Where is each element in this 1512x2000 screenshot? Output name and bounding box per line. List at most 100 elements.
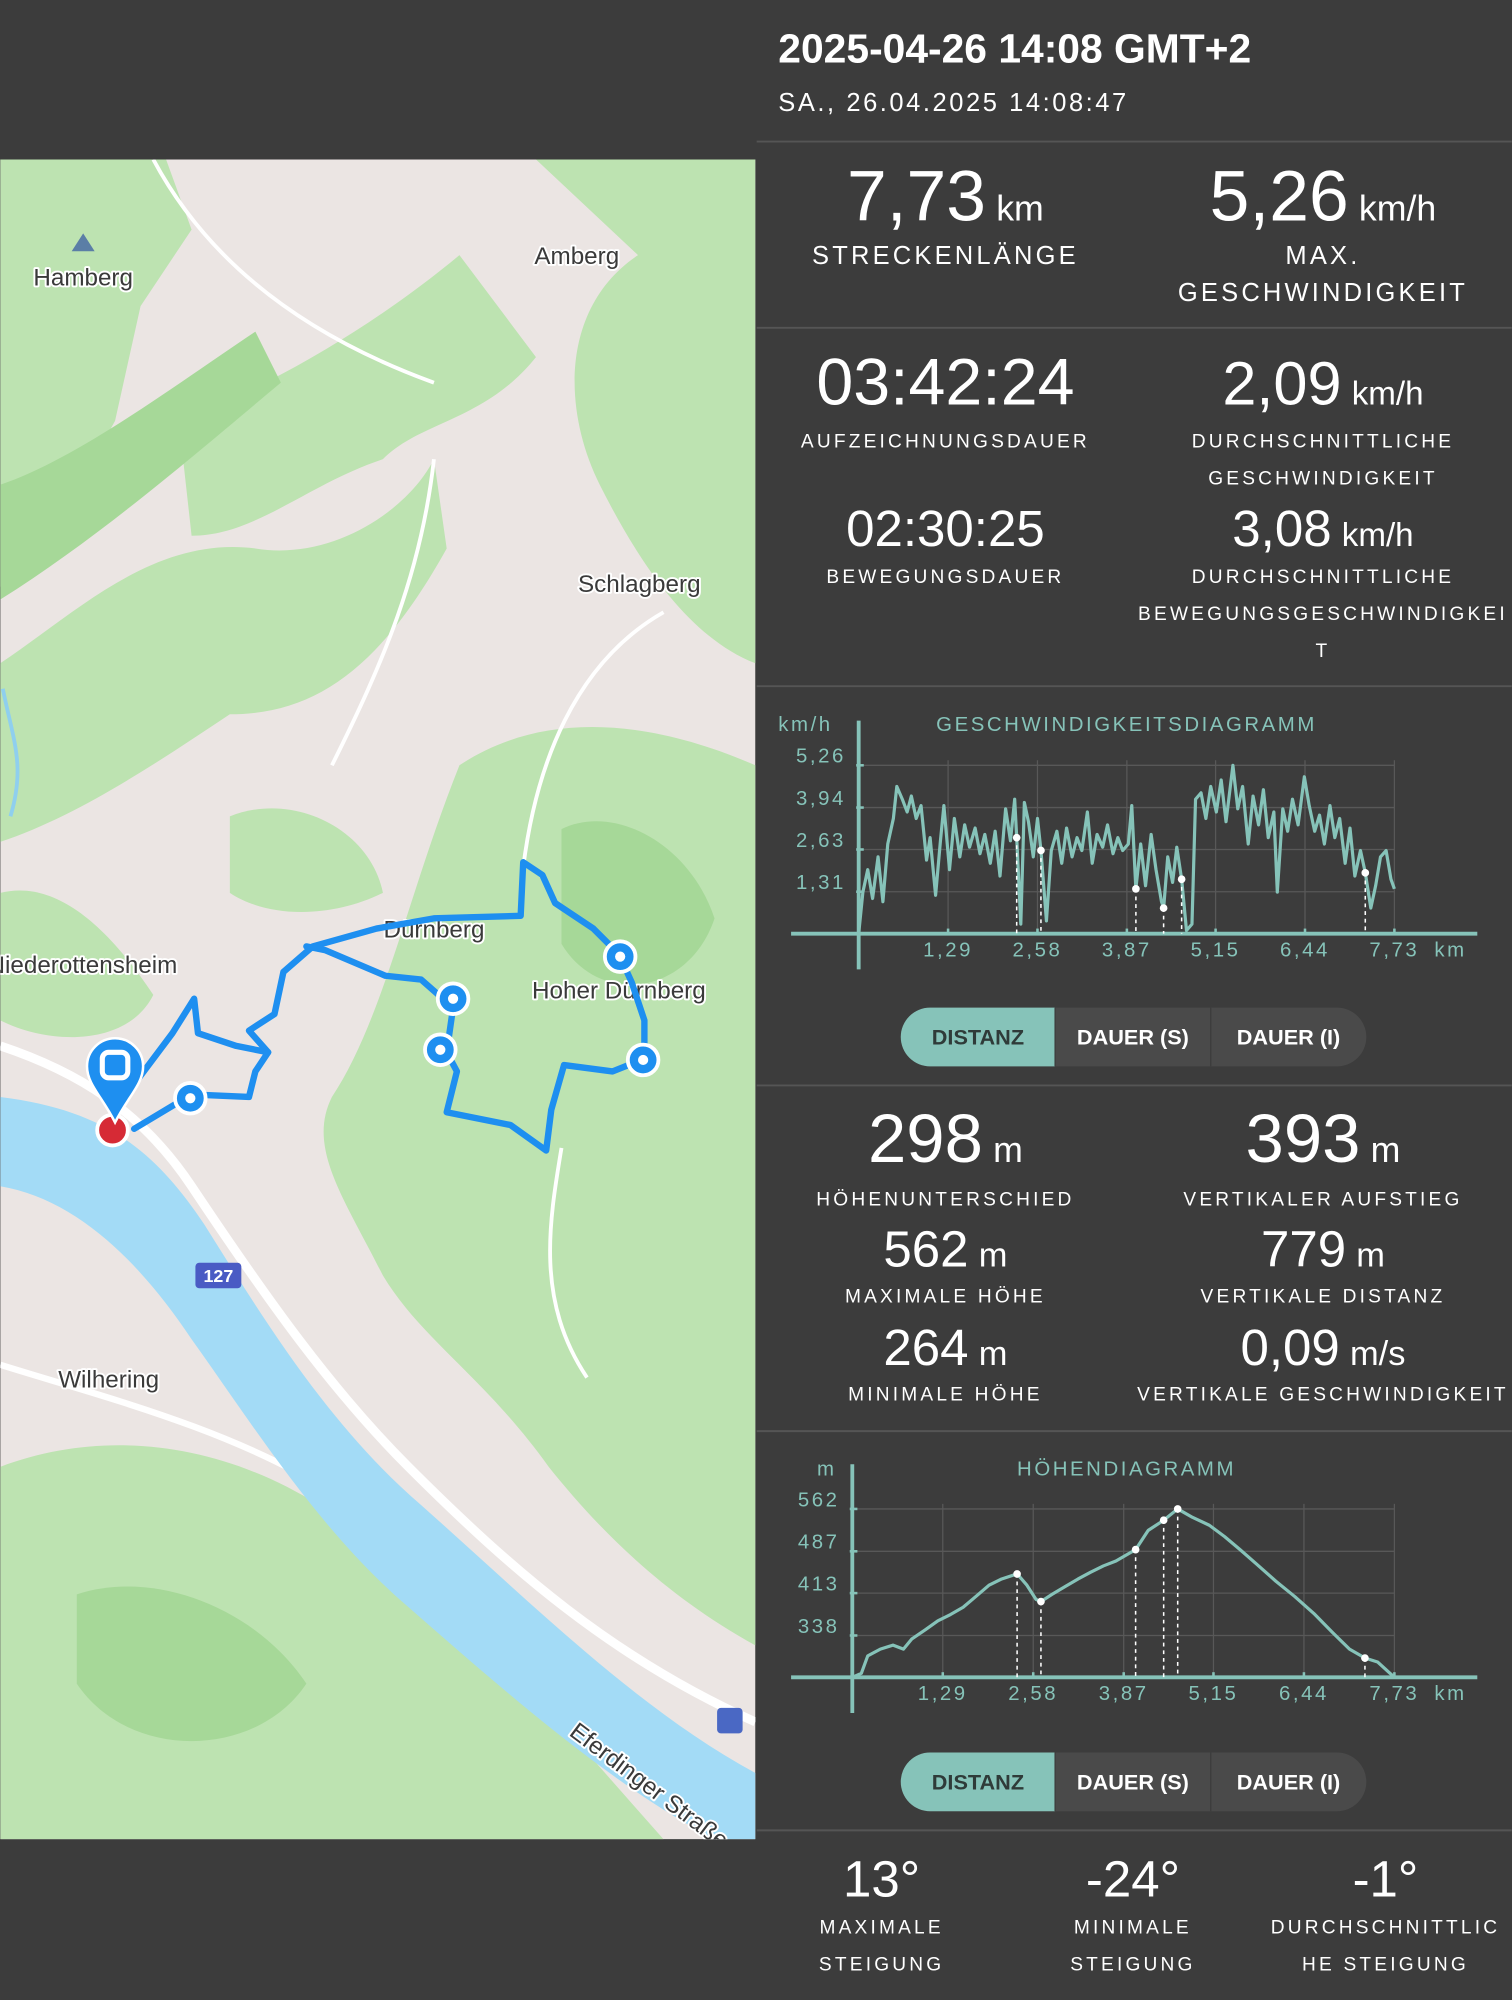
- stat-unit: m: [1356, 1237, 1385, 1275]
- stat-number: 5,26: [1210, 157, 1349, 237]
- stat-value: -24°: [1086, 1851, 1180, 1908]
- stat-number: -1°: [1353, 1851, 1419, 1908]
- x-unit: km: [1434, 1683, 1466, 1705]
- stat-value: 562 m: [883, 1221, 1007, 1278]
- stat-number: 03:42:24: [816, 345, 1074, 419]
- stat-value: 13°: [843, 1851, 920, 1908]
- x-tick-label: 2,58: [1008, 1683, 1058, 1705]
- pause-dot: [1173, 1505, 1182, 1513]
- stat-label: MAXIMALE: [819, 1918, 943, 1939]
- tab[interactable]: DAUER (I): [1237, 1025, 1341, 1050]
- y-tick-label: 487: [798, 1532, 840, 1554]
- road-shield: [195, 1262, 242, 1289]
- x-tick-label: 6,44: [1280, 940, 1330, 962]
- stat-label: MINIMALE HÖHE: [848, 1385, 1042, 1406]
- map-label: Schlagberg: [578, 571, 701, 598]
- stat-value: 298 m: [868, 1100, 1023, 1177]
- pause-dot: [1361, 1654, 1369, 1662]
- pause-dot: [1037, 1597, 1045, 1606]
- header-title: 2025-04-26 14:08 GMT+2: [778, 25, 1251, 71]
- tab[interactable]: DISTANZ: [932, 1025, 1024, 1050]
- y-tick-label: 5,26: [796, 746, 846, 768]
- y-tick-label: 413: [798, 1574, 840, 1596]
- data-line: [857, 763, 1396, 934]
- map[interactable]: HambergAmbergSchlagbergDürnbergNiederott…: [0, 159, 756, 1854]
- tab[interactable]: DAUER (S): [1077, 1025, 1189, 1050]
- stat-label: HE STEIGUNG: [1302, 1955, 1469, 1976]
- chart-title: GESCHWINDIGKEITSDIAGRAMM: [936, 714, 1317, 736]
- stat-label: MAX.: [1285, 242, 1360, 270]
- stat-label: HÖHENUNTERSCHIED: [816, 1189, 1074, 1210]
- stat-unit: m: [979, 1237, 1008, 1275]
- stat-unit: km/h: [1352, 375, 1424, 412]
- stat-label: GESCHWINDIGKEIT: [1178, 279, 1468, 307]
- stat-label: GESCHWINDIGKEIT: [1208, 469, 1438, 490]
- x-unit: km: [1434, 940, 1466, 962]
- stat-label: MAXIMALE HÖHE: [845, 1286, 1046, 1307]
- stat-number: 02:30:25: [846, 500, 1045, 557]
- stat-number: 7,73: [847, 157, 986, 237]
- chart: GESCHWINDIGKEITSDIAGRAMM km/h 1,29 2,58 3,87…: [778, 714, 1478, 970]
- stat-label: DURCHSCHNITTLIC: [1271, 1918, 1501, 1939]
- stat-label: AUFZEICHNUNGSDAUER: [801, 432, 1090, 453]
- y-tick-label: 1,31: [796, 872, 846, 894]
- road-number: 127: [203, 1266, 233, 1286]
- stat-number: 13°: [843, 1851, 920, 1908]
- map-label: Hamberg: [33, 265, 133, 292]
- tab-group: DISTANZ DAUER (S) DAUER (I): [900, 1752, 1367, 1812]
- stat-value: 3,08 km/h: [1232, 500, 1413, 557]
- pause-dot: [1132, 885, 1140, 893]
- pause-dot: [1131, 1545, 1140, 1554]
- pause-dot: [1159, 904, 1168, 912]
- x-tick-label: 3,87: [1099, 1683, 1149, 1705]
- chart: HÖHENDIAGRAMM m 1,29 2,58 3,87 5,15 6,44 7,73 km…: [791, 1459, 1478, 1714]
- forest-dark: [0, 331, 715, 1742]
- stat-label: T: [1316, 641, 1331, 662]
- pause-dot: [1037, 846, 1045, 855]
- stat-number: 298: [868, 1100, 983, 1177]
- y-tick-label: 2,63: [796, 830, 846, 852]
- pause-dot: [1361, 869, 1370, 877]
- start-icon: [99, 1049, 131, 1081]
- tab[interactable]: DAUER (S): [1077, 1770, 1189, 1795]
- tab[interactable]: DISTANZ: [932, 1770, 1024, 1795]
- pause-dot: [1012, 833, 1021, 842]
- pause-dot: [1159, 1516, 1168, 1525]
- y-tick-label: 562: [798, 1489, 840, 1511]
- stat-unit: m/s: [1350, 1335, 1405, 1373]
- stat-label: BEWEGUNGSGESCHWINDIGKEI: [1138, 604, 1508, 625]
- tab-active: [900, 1007, 1056, 1067]
- stat-value: 2,09 km/h: [1222, 349, 1423, 417]
- tab-active: [900, 1752, 1056, 1812]
- chart-title: HÖHENDIAGRAMM: [1017, 1459, 1236, 1481]
- stat-unit: m: [979, 1335, 1008, 1373]
- stat-label: STEIGUNG: [819, 1955, 944, 1976]
- stat-value: 779 m: [1261, 1221, 1385, 1278]
- stat-label: DURCHSCHNITTLICHE: [1192, 432, 1454, 453]
- pause-dot: [1177, 875, 1186, 884]
- stat-number: -24°: [1086, 1851, 1180, 1908]
- y-tick-label: 338: [798, 1616, 840, 1638]
- y-tick-label: 3,94: [796, 788, 846, 810]
- x-tick-label: 6,44: [1279, 1683, 1329, 1705]
- waypoints: [173, 939, 661, 1116]
- map-label: Wilhering: [58, 1367, 159, 1394]
- x-tick-label: 7,73: [1369, 940, 1419, 962]
- y-unit: m: [817, 1459, 837, 1481]
- stat-label: VERTIKALER AUFSTIEG: [1183, 1189, 1462, 1210]
- tab[interactable]: DAUER (I): [1237, 1770, 1341, 1795]
- stat-number: 264: [883, 1319, 968, 1376]
- stat-value: 03:42:24: [816, 345, 1074, 419]
- data-line: [851, 1507, 1396, 1679]
- y-unit: km/h: [778, 714, 832, 736]
- stream: [0, 688, 20, 817]
- stat-unit: km/h: [1342, 517, 1414, 554]
- x-tick-label: 5,15: [1189, 1683, 1239, 1705]
- x-tick-label: 5,15: [1191, 940, 1241, 962]
- stat-value: -1°: [1353, 1851, 1419, 1908]
- river: [0, 1096, 756, 1840]
- stat-value: 0,09 m/s: [1240, 1319, 1405, 1376]
- x-tick-label: 3,87: [1102, 940, 1152, 962]
